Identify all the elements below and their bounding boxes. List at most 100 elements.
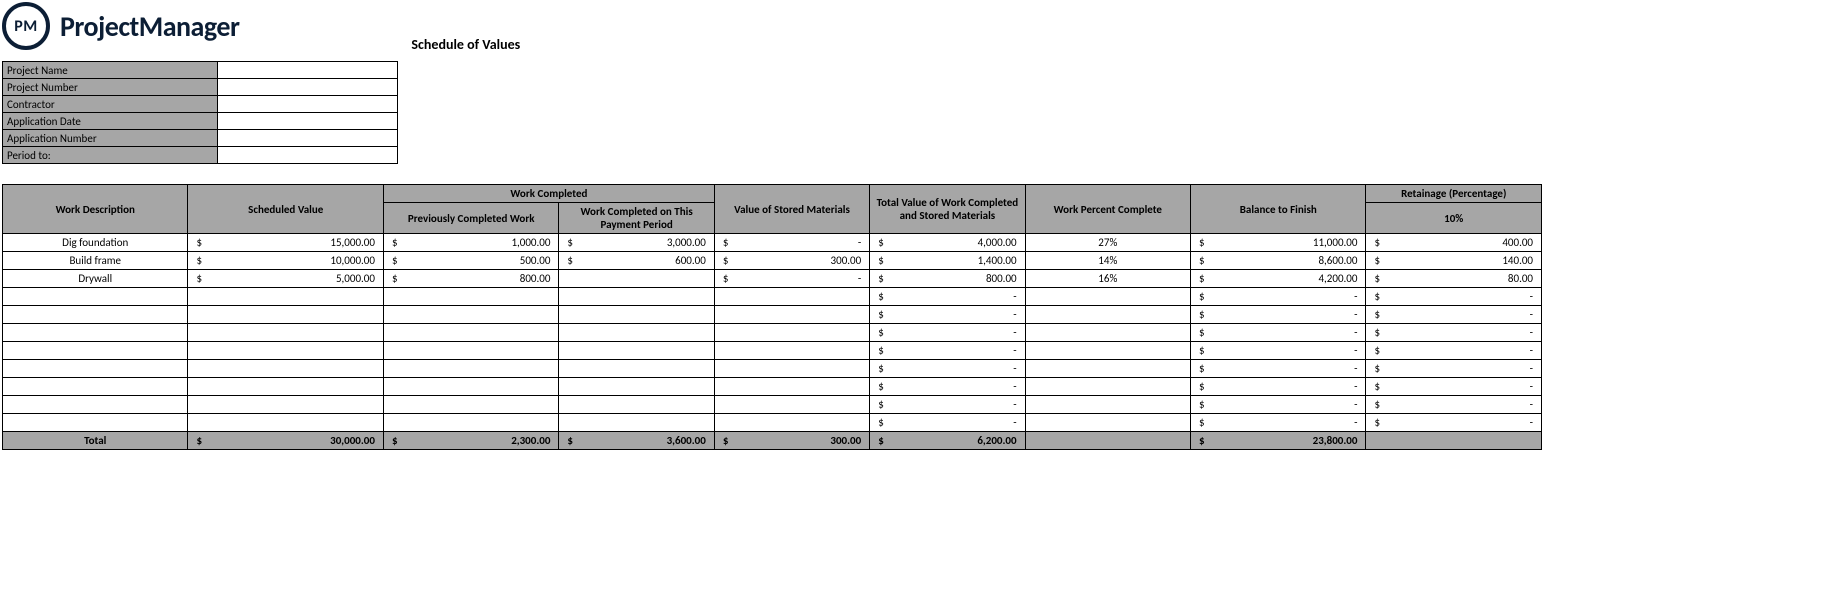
cell-this-period[interactable]	[559, 378, 714, 396]
cell-description[interactable]	[3, 396, 188, 414]
cell-scheduled[interactable]: $10,000.00	[188, 252, 384, 270]
cell-stored[interactable]	[714, 396, 869, 414]
cell-percent[interactable]: 14%	[1025, 252, 1190, 270]
cell-balance[interactable]: $-	[1191, 414, 1366, 432]
cell-prev-completed[interactable]	[383, 396, 558, 414]
cell-this-period[interactable]: $3,000.00	[559, 234, 714, 252]
cell-percent[interactable]	[1025, 288, 1190, 306]
cell-percent[interactable]: 27%	[1025, 234, 1190, 252]
cell-prev-completed[interactable]	[383, 342, 558, 360]
cell-scheduled[interactable]	[188, 288, 384, 306]
cell-retainage[interactable]: $-	[1366, 306, 1542, 324]
cell-total-value[interactable]: $-	[870, 396, 1025, 414]
cell-prev-completed[interactable]: $500.00	[383, 252, 558, 270]
cell-this-period[interactable]	[559, 342, 714, 360]
cell-percent[interactable]	[1025, 396, 1190, 414]
cell-balance[interactable]: $-	[1191, 288, 1366, 306]
cell-balance[interactable]: $-	[1191, 342, 1366, 360]
cell-total-value[interactable]: $-	[870, 324, 1025, 342]
cell-retainage[interactable]: $-	[1366, 324, 1542, 342]
cell-percent[interactable]: 16%	[1025, 270, 1190, 288]
meta-value[interactable]	[218, 113, 398, 130]
cell-balance[interactable]: $-	[1191, 378, 1366, 396]
cell-percent[interactable]	[1025, 306, 1190, 324]
cell-prev-completed[interactable]	[383, 288, 558, 306]
cell-description[interactable]	[3, 306, 188, 324]
cell-retainage[interactable]: $-	[1366, 396, 1542, 414]
cell-this-period[interactable]	[559, 360, 714, 378]
cell-retainage[interactable]: $-	[1366, 378, 1542, 396]
cell-scheduled[interactable]	[188, 396, 384, 414]
cell-prev-completed[interactable]	[383, 324, 558, 342]
cell-retainage[interactable]: $400.00	[1366, 234, 1542, 252]
cell-scheduled[interactable]	[188, 306, 384, 324]
cell-prev-completed[interactable]	[383, 306, 558, 324]
meta-value[interactable]	[218, 79, 398, 96]
cell-prev-completed[interactable]: $1,000.00	[383, 234, 558, 252]
meta-value[interactable]	[218, 147, 398, 164]
cell-this-period[interactable]	[559, 306, 714, 324]
total-stored[interactable]: $300.00	[714, 432, 869, 450]
cell-stored[interactable]	[714, 324, 869, 342]
cell-stored[interactable]	[714, 288, 869, 306]
cell-this-period[interactable]	[559, 288, 714, 306]
cell-retainage[interactable]: $-	[1366, 342, 1542, 360]
total-percent[interactable]	[1025, 432, 1190, 450]
cell-description[interactable]: Dig foundation	[3, 234, 188, 252]
cell-percent[interactable]	[1025, 378, 1190, 396]
total-prev[interactable]: $2,300.00	[383, 432, 558, 450]
cell-this-period[interactable]	[559, 396, 714, 414]
cell-prev-completed[interactable]: $800.00	[383, 270, 558, 288]
cell-prev-completed[interactable]	[383, 414, 558, 432]
cell-scheduled[interactable]	[188, 342, 384, 360]
cell-retainage[interactable]: $140.00	[1366, 252, 1542, 270]
cell-percent[interactable]	[1025, 342, 1190, 360]
cell-stored[interactable]	[714, 306, 869, 324]
cell-balance[interactable]: $-	[1191, 324, 1366, 342]
cell-stored[interactable]	[714, 360, 869, 378]
meta-value[interactable]	[218, 62, 398, 79]
cell-percent[interactable]	[1025, 324, 1190, 342]
cell-balance[interactable]: $8,600.00	[1191, 252, 1366, 270]
cell-balance[interactable]: $11,000.00	[1191, 234, 1366, 252]
cell-scheduled[interactable]	[188, 414, 384, 432]
cell-this-period[interactable]	[559, 270, 714, 288]
cell-stored[interactable]: $-	[714, 234, 869, 252]
cell-balance[interactable]: $4,200.00	[1191, 270, 1366, 288]
cell-stored[interactable]: $-	[714, 270, 869, 288]
cell-total-value[interactable]: $-	[870, 306, 1025, 324]
cell-description[interactable]	[3, 414, 188, 432]
total-scheduled[interactable]: $30,000.00	[188, 432, 384, 450]
cell-description[interactable]	[3, 360, 188, 378]
cell-scheduled[interactable]	[188, 360, 384, 378]
cell-total-value[interactable]: $-	[870, 378, 1025, 396]
meta-value[interactable]	[218, 130, 398, 147]
cell-this-period[interactable]	[559, 324, 714, 342]
cell-total-value[interactable]: $1,400.00	[870, 252, 1025, 270]
cell-total-value[interactable]: $800.00	[870, 270, 1025, 288]
total-value[interactable]: $6,200.00	[870, 432, 1025, 450]
cell-retainage[interactable]: $-	[1366, 288, 1542, 306]
cell-scheduled[interactable]	[188, 378, 384, 396]
cell-scheduled[interactable]: $5,000.00	[188, 270, 384, 288]
cell-balance[interactable]: $-	[1191, 360, 1366, 378]
cell-total-value[interactable]: $-	[870, 288, 1025, 306]
cell-retainage[interactable]: $-	[1366, 360, 1542, 378]
cell-description[interactable]: Build frame	[3, 252, 188, 270]
total-retainage[interactable]	[1366, 432, 1542, 450]
cell-description[interactable]	[3, 324, 188, 342]
cell-description[interactable]	[3, 342, 188, 360]
cell-percent[interactable]	[1025, 414, 1190, 432]
cell-total-value[interactable]: $4,000.00	[870, 234, 1025, 252]
cell-stored[interactable]	[714, 414, 869, 432]
cell-balance[interactable]: $-	[1191, 306, 1366, 324]
cell-stored[interactable]: $300.00	[714, 252, 869, 270]
cell-stored[interactable]	[714, 378, 869, 396]
cell-this-period[interactable]	[559, 414, 714, 432]
cell-this-period[interactable]: $600.00	[559, 252, 714, 270]
cell-description[interactable]	[3, 288, 188, 306]
cell-prev-completed[interactable]	[383, 360, 558, 378]
cell-total-value[interactable]: $-	[870, 414, 1025, 432]
cell-retainage[interactable]: $80.00	[1366, 270, 1542, 288]
cell-scheduled[interactable]: $15,000.00	[188, 234, 384, 252]
